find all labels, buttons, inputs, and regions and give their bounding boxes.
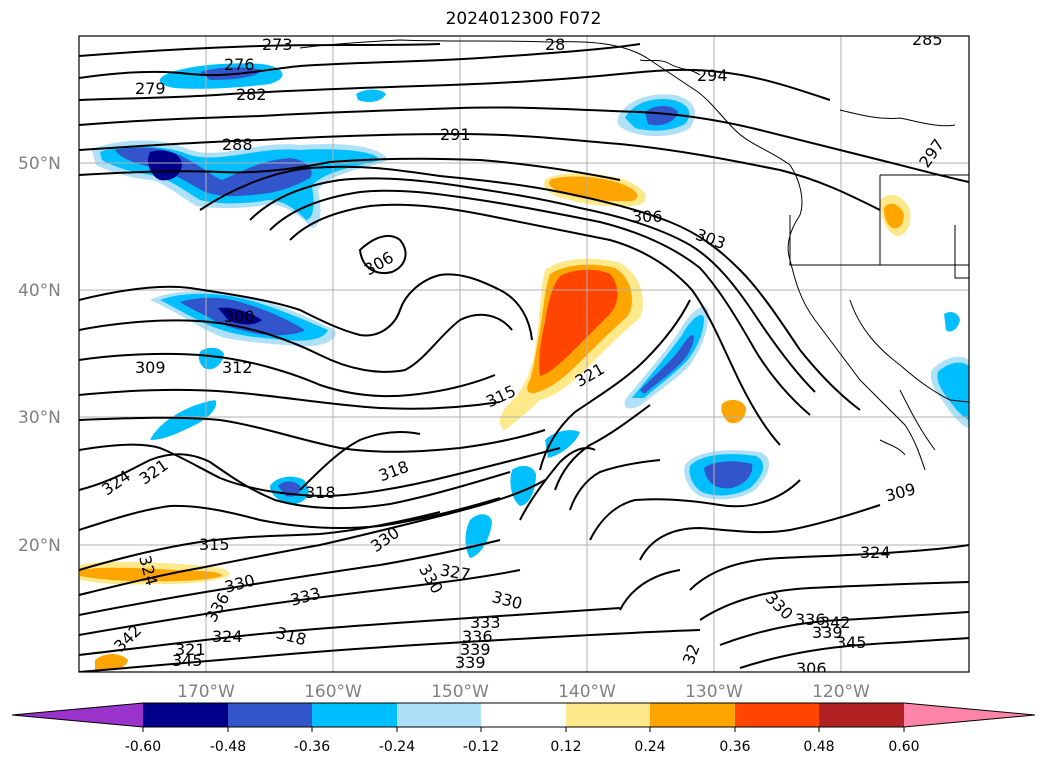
contour-label: 339 — [460, 640, 491, 659]
colorbar-tick-label: -0.36 — [294, 739, 330, 755]
lon-label: 170°W — [177, 682, 235, 702]
colorbar-segment — [735, 703, 819, 727]
negative-anomaly-region — [148, 150, 182, 181]
negative-anomaly-region — [510, 465, 536, 506]
negative-anomaly-region — [645, 106, 678, 126]
negative-anomaly-region — [937, 362, 969, 420]
contour-label: 345 — [836, 633, 867, 652]
negative-anomaly-region — [356, 89, 386, 102]
anomaly-fill-layer — [80, 63, 969, 671]
contour-label: 273 — [262, 35, 293, 54]
colorbar-segment — [819, 703, 904, 727]
colorbar-tick-label: -0.48 — [210, 739, 246, 755]
negative-anomaly-region — [944, 312, 960, 332]
colorbar-tick-label: -0.12 — [463, 739, 499, 755]
contour-label: 336 — [795, 610, 826, 629]
lon-label: 140°W — [558, 682, 616, 702]
contour-label: 324 — [212, 627, 243, 646]
plot-frame — [78, 35, 970, 673]
lon-label: 130°W — [685, 682, 743, 702]
contour-label: 342 — [820, 613, 851, 632]
colorbar: -0.60 -0.48 -0.36 -0.24 -0.12 0.12 0.24 … — [11, 702, 1036, 755]
positive-anomaly-region — [539, 269, 618, 376]
colorbar-extend-min — [12, 703, 143, 727]
colorbar-segment — [566, 703, 650, 727]
negative-anomaly-region — [704, 461, 753, 489]
contour-label: 312 — [222, 358, 253, 377]
negative-anomaly-region — [632, 315, 704, 398]
negative-anomaly-region — [150, 400, 217, 440]
lat-label: 30°N — [18, 408, 61, 428]
colorbar-segment — [481, 703, 566, 727]
contour-lines — [79, 43, 969, 672]
contour-label: 339 — [455, 653, 486, 672]
negative-anomaly-region — [218, 307, 262, 325]
contour-label: 309 — [135, 358, 166, 377]
colorbar-tick-label: 0.60 — [888, 739, 919, 755]
contour-label: 300 — [224, 307, 255, 326]
colorbar-tick-label: 0.12 — [550, 739, 581, 755]
contour-label: 339 — [812, 623, 843, 642]
contour-label: 333 — [470, 613, 501, 632]
lon-label: 120°W — [812, 682, 870, 702]
colorbar-ticks — [142, 727, 905, 732]
contour-label: 288 — [222, 135, 253, 154]
lat-label: 50°N — [18, 154, 61, 174]
colorbar-tick-label: 0.36 — [719, 739, 750, 755]
contour-label: 279 — [135, 79, 166, 98]
contour-label: 294 — [697, 66, 728, 85]
graticule — [79, 36, 969, 672]
contour-label: 321 — [175, 640, 206, 659]
positive-anomaly-region — [884, 203, 904, 229]
contour-label: 306 — [632, 207, 663, 226]
colorbar-segment — [312, 703, 397, 727]
contour-label: 291 — [440, 125, 471, 144]
negative-anomaly-region — [198, 347, 224, 370]
colorbar-segment — [650, 703, 735, 727]
lon-label: 160°W — [304, 682, 362, 702]
colorbar-segment — [397, 703, 481, 727]
colorbar-segment — [143, 703, 228, 727]
contour-label: 318 — [305, 483, 336, 502]
contour-label: 315 — [199, 535, 230, 554]
colorbar-extend-max — [904, 703, 1035, 727]
colorbar-tick-label: -0.60 — [125, 739, 161, 755]
contour-label: 324 — [860, 543, 891, 562]
colorbar-tick-label: -0.24 — [379, 739, 415, 755]
contour-label: 285 — [912, 30, 943, 49]
contour-label: 282 — [236, 85, 267, 104]
colorbar-segment — [228, 703, 312, 727]
colorbar-tick-label: 0.48 — [803, 739, 834, 755]
contour-label: 28 — [545, 35, 565, 54]
contour-label: 306 — [796, 659, 827, 678]
contour-label: 276 — [224, 55, 255, 74]
contour-label: 336 — [462, 627, 493, 646]
contour-label: 345 — [172, 651, 203, 670]
positive-anomaly-region — [95, 654, 128, 671]
negative-anomaly-region — [640, 335, 694, 394]
lon-label: 150°W — [431, 682, 489, 702]
lat-label: 40°N — [18, 281, 61, 301]
colorbar-tick-label: 0.24 — [634, 739, 665, 755]
map-title: 2024012300 F072 — [445, 9, 602, 29]
lat-label: 20°N — [18, 536, 61, 556]
